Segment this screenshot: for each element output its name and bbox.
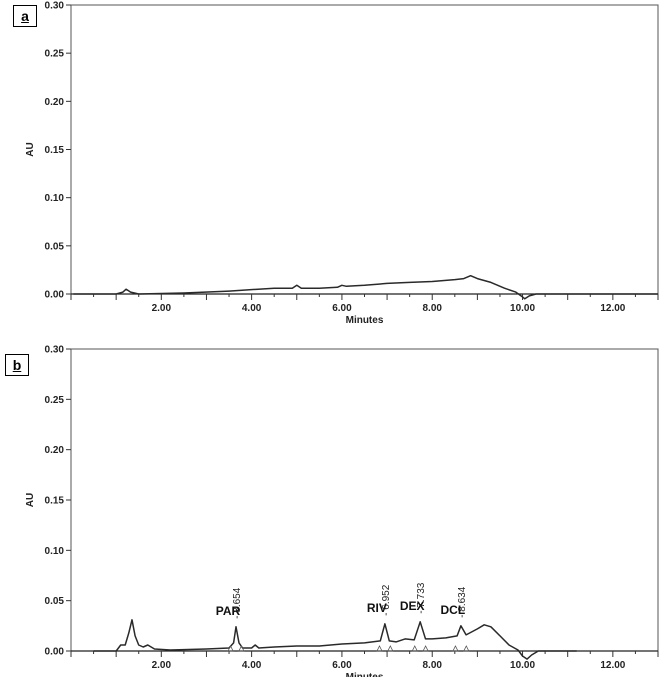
y-tick-label: 0.15 (45, 145, 65, 156)
y-tick-label: 0.00 (45, 290, 65, 301)
x-tick-label: 8.00 (422, 660, 442, 671)
peak-integration-marker (463, 645, 470, 652)
y-axis-title: AU (25, 493, 36, 507)
peak-name-label: RIV (367, 601, 387, 615)
peak-retention-time-label: - 8.634 (457, 586, 468, 618)
y-tick-label: 0.10 (45, 193, 65, 204)
y-tick-label: 0.20 (45, 445, 65, 456)
y-tick-label: 0.05 (45, 241, 65, 252)
x-tick-label: 6.00 (332, 660, 352, 671)
plot-frame (70, 4, 659, 295)
chromatogram-trace (93, 619, 577, 660)
y-tick-label: 0.05 (45, 596, 65, 607)
x-axis-title: Minutes (346, 672, 384, 677)
x-tick-label: 10.00 (510, 303, 535, 314)
plot-frame (70, 348, 659, 652)
y-tick-label: 0.25 (45, 49, 65, 60)
x-tick-label: 12.00 (600, 303, 625, 314)
y-tick-label: 0.10 (45, 546, 65, 557)
y-tick-label: 0.25 (45, 395, 65, 406)
peak-integration-marker (411, 645, 418, 652)
x-tick-label: 4.00 (242, 303, 262, 314)
chromatogram-a: 0.00 0.05 0.10 0.15 0.20 0.25 0.30 2.00 4.00 6.00… (25, 1, 659, 326)
x-tick-label: 10.00 (510, 660, 535, 671)
x-tick-label: 8.00 (422, 303, 442, 314)
peak-integration-marker (227, 645, 234, 652)
peak-retention-time-label: - 7.733 (416, 582, 427, 614)
panel-label-b: b (5, 354, 29, 376)
x-tick-label: 2.00 (152, 660, 172, 671)
x-axis-title: Minutes (346, 315, 384, 326)
y-tick-label: 0.30 (45, 345, 65, 356)
peak-integration-marker (422, 645, 429, 652)
y-tick-label: 0.20 (45, 97, 65, 108)
peak-integration-marker (376, 645, 383, 652)
peak-integration-marker (238, 645, 245, 652)
chromatogram-trace (73, 274, 658, 300)
chromatogram-b: 0.00 0.05 0.10 0.15 0.20 0.25 0.30 2.00 4.00 6.00… (25, 345, 659, 677)
peak-retention-time-label: - 3.654 (232, 587, 243, 619)
peak-name-label: DCL (441, 603, 466, 617)
peak-retention-time-label: - 6.952 (381, 584, 392, 616)
y-tick-label: 0.00 (45, 647, 65, 658)
panel-label-a: a (13, 5, 37, 27)
peak-name-label: DEX (400, 599, 425, 613)
peak-integration-marker (452, 645, 459, 652)
x-tick-label: 4.00 (242, 660, 262, 671)
y-axis-title: AU (25, 142, 36, 156)
peak-name-label: PAR (216, 604, 241, 618)
x-tick-label: 6.00 (332, 303, 352, 314)
y-tick-label: 0.15 (45, 496, 65, 507)
x-tick-label: 12.00 (600, 660, 625, 671)
peak-integration-marker (387, 645, 394, 652)
x-tick-label: 2.00 (152, 303, 172, 314)
y-tick-label: 0.30 (45, 1, 65, 12)
